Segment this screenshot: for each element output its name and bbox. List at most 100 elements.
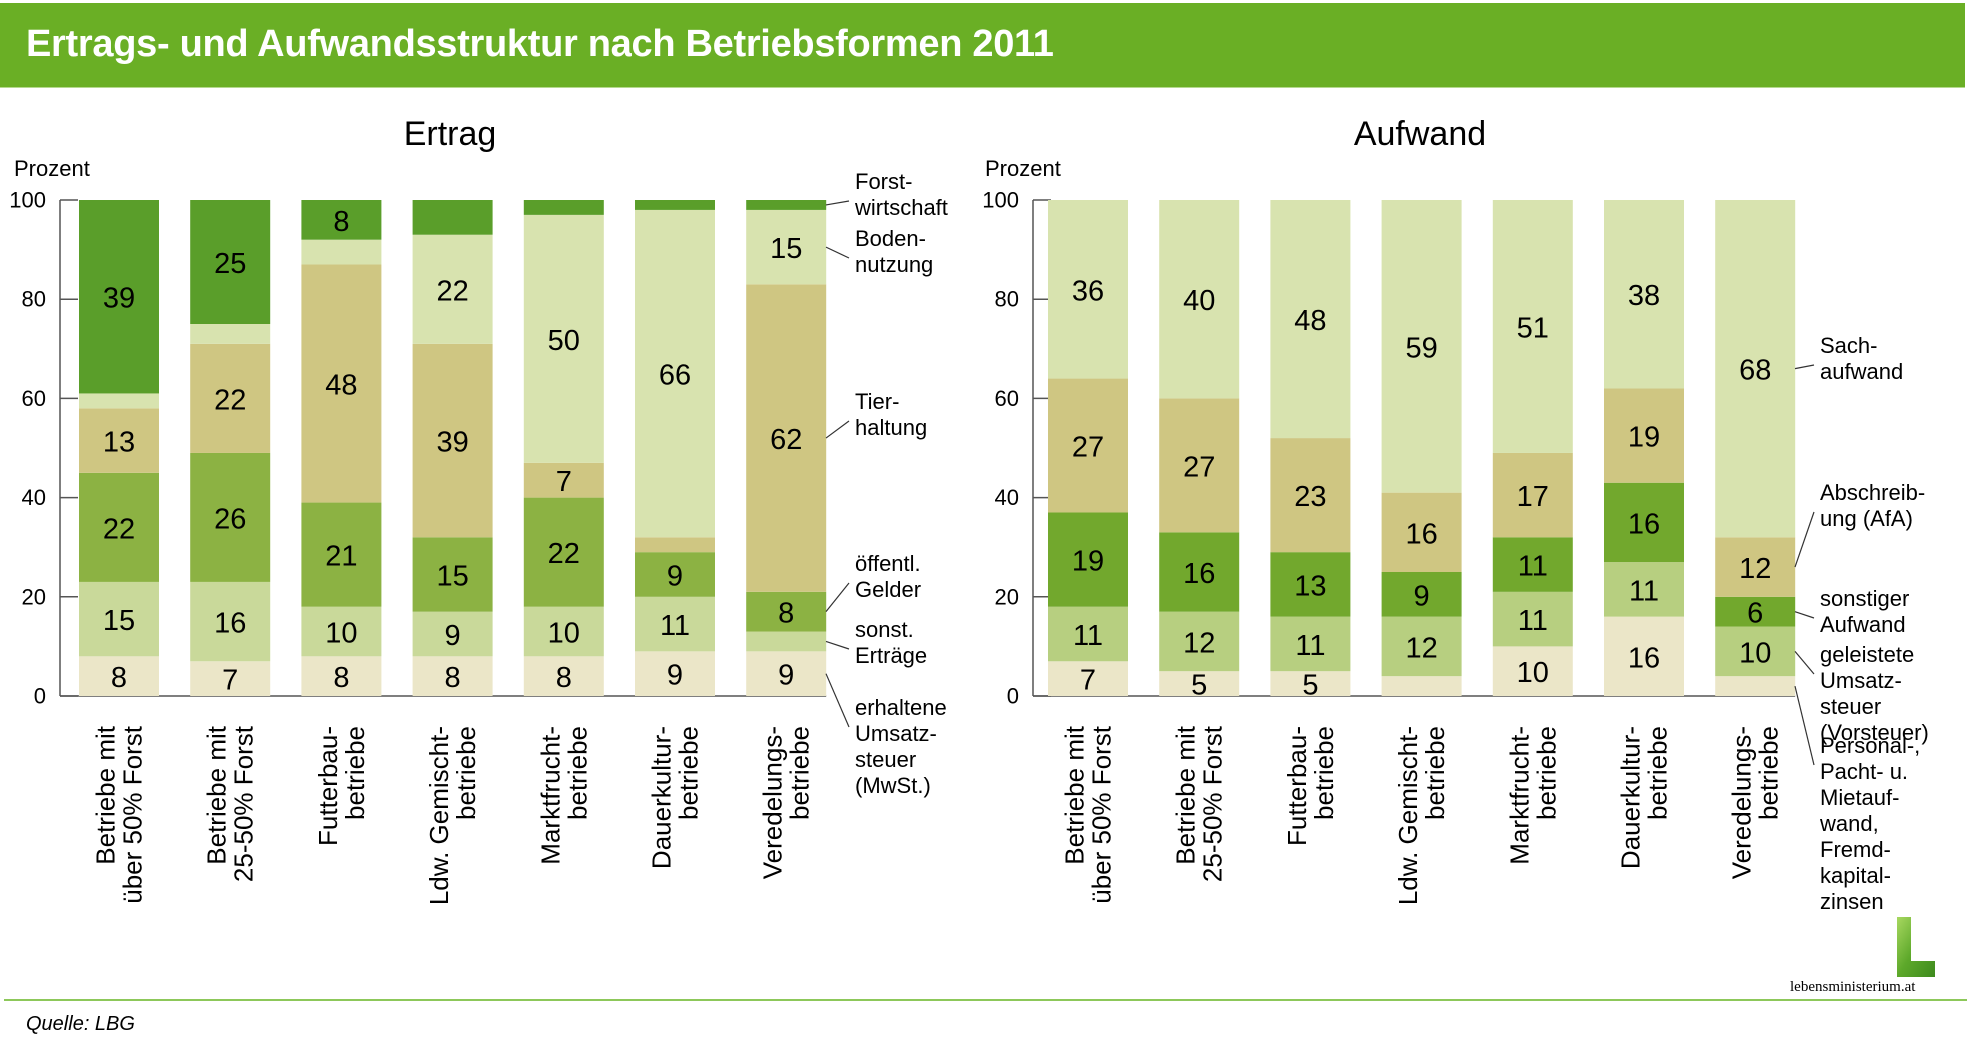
bar-segment bbox=[1048, 378, 1128, 513]
x-category-label-line: 25-50% Forst bbox=[1198, 725, 1228, 882]
data-label: 7 bbox=[556, 466, 572, 498]
bar-segment bbox=[1381, 676, 1462, 696]
data-label: 22 bbox=[103, 513, 135, 545]
x-category-label-line: Betriebe mit bbox=[202, 725, 232, 864]
x-category-label-line: Veredelungs- bbox=[758, 726, 788, 879]
y-tick-label: 20 bbox=[22, 584, 46, 609]
bar-segment bbox=[746, 651, 827, 696]
legend-leader-line bbox=[1794, 364, 1815, 370]
bar-segment bbox=[301, 200, 382, 240]
legend-label: öffentl. Gelder bbox=[855, 551, 921, 602]
x-category-label-line: Betriebe mit bbox=[1171, 725, 1201, 864]
data-label: 40 bbox=[1183, 285, 1215, 317]
x-category-label-line: über 50% Forst bbox=[1087, 725, 1117, 904]
legend-leader-line bbox=[825, 246, 850, 259]
bar-segment bbox=[412, 656, 493, 696]
y-tick-label: 100 bbox=[9, 188, 46, 213]
data-label: 11 bbox=[660, 610, 690, 642]
legend-label-line: sonst. bbox=[855, 617, 914, 642]
data-label: 9 bbox=[1414, 580, 1430, 612]
data-label: 8 bbox=[445, 662, 461, 694]
source-note: Quelle: LBG bbox=[26, 1013, 135, 1035]
x-category-label-line: Betriebe mit bbox=[91, 725, 121, 864]
y-tick-label: 20 bbox=[995, 584, 1019, 609]
data-label: 10 bbox=[1517, 657, 1549, 689]
bar-segment bbox=[635, 596, 715, 652]
bar-segment bbox=[746, 200, 827, 210]
data-label: 12 bbox=[1739, 553, 1771, 585]
bar-segment bbox=[1159, 398, 1240, 533]
legend-leader-line bbox=[825, 200, 850, 206]
legend-label: erhaltene Umsatz-steuer (MwSt.) bbox=[855, 695, 947, 798]
x-category-label-line: Futterbau- bbox=[313, 726, 343, 846]
data-label: 27 bbox=[1183, 451, 1215, 483]
data-label: 8 bbox=[778, 598, 794, 630]
data-label: 36 bbox=[1072, 275, 1104, 307]
data-label: 11 bbox=[1629, 575, 1659, 607]
y-axis-title: Prozent bbox=[985, 156, 1061, 181]
x-category-label-line: betriebe bbox=[1531, 726, 1561, 820]
bar-segment bbox=[1715, 537, 1796, 597]
legend-label-line: sonstiger bbox=[1820, 586, 1909, 611]
bar-segment bbox=[79, 656, 159, 696]
legend-label-line: ung (AfA) bbox=[1820, 506, 1913, 531]
legend-label-line: Pacht- u. bbox=[1820, 759, 1908, 784]
bar-segment bbox=[1381, 616, 1462, 677]
legend-label-line: Personal-, bbox=[1820, 733, 1920, 758]
data-label: 66 bbox=[659, 360, 691, 392]
data-label: 16 bbox=[1628, 508, 1660, 540]
legend-label-line: steuer bbox=[1820, 694, 1881, 719]
legend-label-line: geleistete bbox=[1820, 642, 1914, 667]
x-category-label: Dauerkultur-betriebe bbox=[1616, 726, 1673, 869]
bar-segment bbox=[1604, 200, 1684, 389]
data-label: 12 bbox=[1405, 632, 1437, 664]
legend-label: Sach-aufwand bbox=[1820, 333, 1903, 384]
bar-segment bbox=[301, 502, 382, 607]
data-label: 17 bbox=[1517, 481, 1549, 513]
legend-label-line: (MwSt.) bbox=[855, 773, 931, 798]
x-category-label: Futterbau-betriebe bbox=[313, 726, 370, 846]
legend-label-line: aufwand bbox=[1820, 359, 1903, 384]
x-category-label: Veredelungs-betriebe bbox=[758, 726, 815, 879]
data-label: 11 bbox=[1295, 630, 1325, 662]
x-category-label-line: betriebe bbox=[562, 726, 592, 820]
bar-segment bbox=[1048, 200, 1128, 379]
x-category-label: Betriebe mit25-50% Forst bbox=[1171, 725, 1228, 882]
x-category-label-line: Veredelungs- bbox=[1727, 726, 1757, 879]
data-label: 48 bbox=[325, 370, 357, 402]
x-category-label-line: Betriebe mit bbox=[1060, 725, 1090, 864]
data-label: 8 bbox=[111, 662, 127, 694]
bar-segment bbox=[1159, 611, 1240, 672]
data-label: 16 bbox=[1628, 642, 1660, 674]
y-tick-label: 0 bbox=[1007, 684, 1019, 709]
bar-segment bbox=[635, 200, 715, 210]
x-category-label: Marktfrucht-betriebe bbox=[535, 726, 592, 865]
legend-label-line: wirtschaft bbox=[854, 195, 948, 220]
legend-label-line: Umsatz- bbox=[855, 721, 937, 746]
bar-segment bbox=[523, 606, 604, 657]
legend-label-line: Forst- bbox=[855, 169, 912, 194]
x-category-label-line: Futterbau- bbox=[1282, 726, 1312, 846]
bar-segment bbox=[1715, 676, 1796, 696]
data-label: 7 bbox=[1080, 665, 1096, 697]
lebensministerium-logo-icon bbox=[1897, 917, 1935, 977]
chart-title: Ertrag bbox=[404, 115, 497, 153]
x-category-label-line: betriebe bbox=[674, 726, 704, 820]
x-category-label: Futterbau-betriebe bbox=[1282, 726, 1339, 846]
legend-label-line: Erträge bbox=[855, 643, 927, 668]
bar-segment bbox=[1048, 512, 1128, 607]
legend-leader-line bbox=[1794, 611, 1815, 619]
x-category-label: Betriebe mitüber 50% Forst bbox=[1060, 725, 1117, 904]
data-label: 9 bbox=[667, 660, 683, 692]
bar-segment bbox=[1715, 200, 1796, 538]
bar-segment bbox=[1048, 661, 1128, 696]
bar-segment bbox=[746, 284, 827, 592]
x-category-label-line: betriebe bbox=[451, 726, 481, 820]
bar-segment bbox=[1270, 200, 1351, 439]
bar-segment bbox=[301, 606, 382, 657]
y-tick-label: 80 bbox=[22, 287, 46, 312]
logo-text: lebensministerium.at bbox=[1790, 979, 1916, 995]
data-label: 19 bbox=[1628, 422, 1660, 454]
data-label: 51 bbox=[1517, 312, 1549, 344]
legend-label-line: (Vorsteuer) bbox=[1820, 720, 1929, 745]
